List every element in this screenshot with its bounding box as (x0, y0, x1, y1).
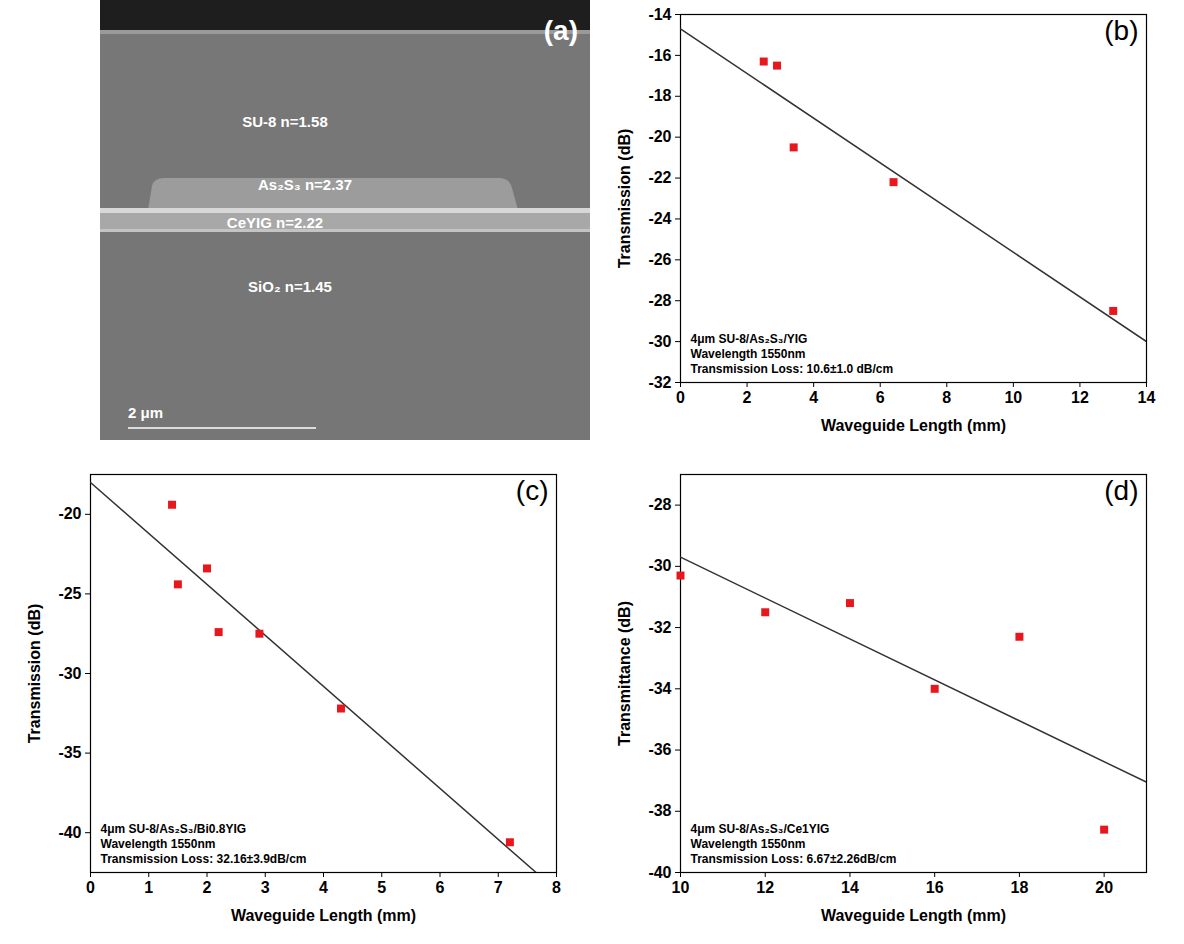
svg-text:4μm SU-8/As₂S₃/Bi0.8YIGWavelen: 4μm SU-8/As₂S₃/Bi0.8YIGWavelength 1550nm… (101, 822, 307, 866)
svg-text:4μm SU-8/As₂S₃/Ce1YIGWavelengt: 4μm SU-8/As₂S₃/Ce1YIGWavelength 1550nmTr… (691, 822, 897, 866)
svg-text:(b): (b) (1104, 15, 1138, 46)
svg-text:6: 6 (876, 389, 885, 406)
svg-text:Transmission (dB): Transmission (dB) (616, 129, 633, 269)
svg-text:-28: -28 (648, 496, 671, 513)
svg-text:(a): (a) (544, 15, 578, 46)
svg-text:SU-8 n=1.58: SU-8 n=1.58 (242, 113, 327, 130)
svg-text:7: 7 (494, 879, 503, 896)
svg-text:4μm SU-8/As₂S₃/YIGWavelength 1: 4μm SU-8/As₂S₃/YIGWavelength 1550nmTrans… (691, 332, 894, 376)
svg-text:8: 8 (942, 389, 951, 406)
svg-text:As₂S₃ n=2.37: As₂S₃ n=2.37 (258, 176, 352, 193)
svg-text:-36: -36 (648, 741, 671, 758)
svg-text:10: 10 (1004, 389, 1022, 406)
svg-text:-30: -30 (648, 557, 671, 574)
svg-text:2 μm: 2 μm (128, 404, 163, 421)
svg-text:-20: -20 (58, 505, 81, 522)
svg-text:5: 5 (377, 879, 386, 896)
svg-text:0: 0 (676, 389, 685, 406)
svg-text:14: 14 (841, 879, 859, 896)
svg-text:Waveguide Length (mm): Waveguide Length (mm) (231, 907, 416, 924)
svg-text:Transmittance (dB): Transmittance (dB) (616, 601, 633, 746)
svg-text:18: 18 (1011, 879, 1029, 896)
svg-text:-28: -28 (648, 292, 671, 309)
svg-text:-38: -38 (648, 802, 671, 819)
svg-text:-14: -14 (648, 6, 671, 23)
svg-text:-40: -40 (58, 824, 81, 841)
svg-text:(d): (d) (1104, 475, 1138, 506)
svg-text:8: 8 (552, 879, 561, 896)
svg-text:-18: -18 (648, 87, 671, 104)
svg-text:-30: -30 (58, 665, 81, 682)
svg-text:2: 2 (743, 389, 752, 406)
svg-text:-30: -30 (648, 333, 671, 350)
svg-text:1: 1 (144, 879, 153, 896)
svg-text:(c): (c) (516, 475, 549, 506)
svg-text:3: 3 (261, 879, 270, 896)
svg-text:Waveguide Length (mm): Waveguide Length (mm) (821, 907, 1006, 924)
svg-text:2: 2 (203, 879, 212, 896)
svg-text:12: 12 (1071, 389, 1089, 406)
svg-text:10: 10 (672, 879, 690, 896)
svg-text:-32: -32 (648, 374, 671, 391)
svg-text:-20: -20 (648, 128, 671, 145)
svg-text:-34: -34 (648, 680, 671, 697)
svg-text:12: 12 (756, 879, 774, 896)
svg-text:20: 20 (1095, 879, 1113, 896)
svg-text:SiO₂ n=1.45: SiO₂ n=1.45 (248, 278, 332, 295)
svg-text:Transmission (dB): Transmission (dB) (26, 604, 43, 744)
svg-text:CeYIG n=2.22: CeYIG n=2.22 (227, 214, 323, 231)
svg-text:0: 0 (86, 879, 95, 896)
svg-text:-26: -26 (648, 251, 671, 268)
svg-text:6: 6 (436, 879, 445, 896)
svg-text:-40: -40 (648, 864, 671, 881)
svg-text:14: 14 (1138, 389, 1156, 406)
svg-text:-25: -25 (58, 585, 81, 602)
svg-text:-16: -16 (648, 47, 671, 64)
svg-text:16: 16 (926, 879, 944, 896)
svg-text:-32: -32 (648, 619, 671, 636)
svg-text:-22: -22 (648, 169, 671, 186)
svg-text:-35: -35 (58, 744, 81, 761)
svg-text:4: 4 (809, 389, 818, 406)
svg-text:Waveguide Length (mm): Waveguide Length (mm) (821, 417, 1006, 434)
svg-text:4: 4 (319, 879, 328, 896)
svg-text:-24: -24 (648, 210, 671, 227)
